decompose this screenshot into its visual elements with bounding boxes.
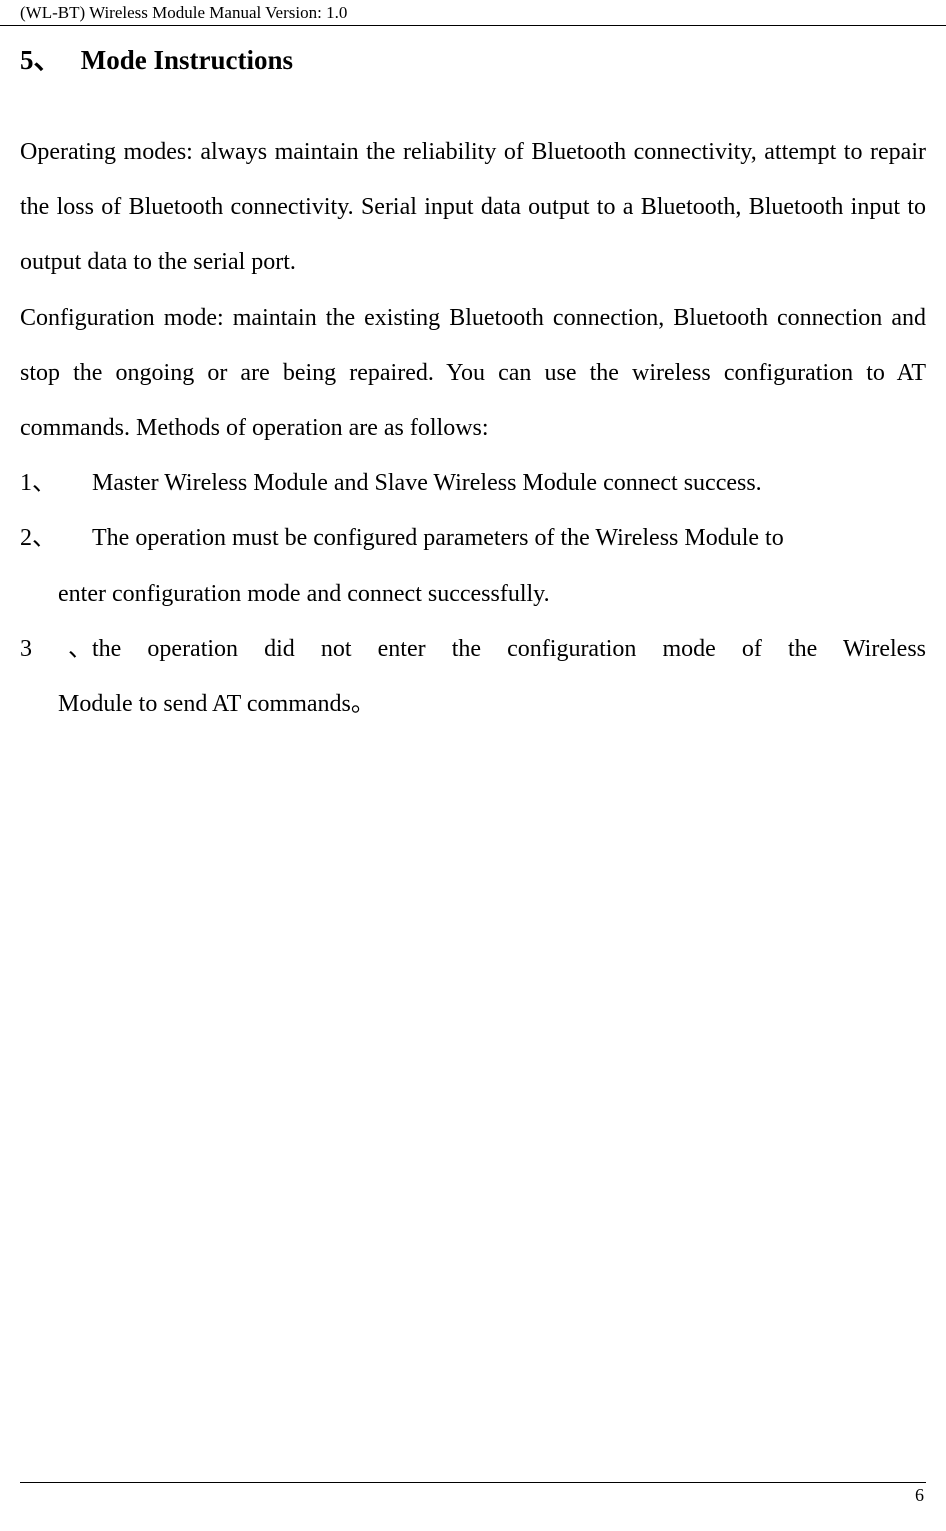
paragraph-2: Configuration mode: maintain the existin… — [20, 291, 926, 457]
document-header: (WL-BT) Wireless Module Manual Version: … — [0, 0, 946, 26]
header-middle: Wireless Module — [89, 3, 209, 22]
list-item-3: 3、the operation did not enter the config… — [20, 622, 926, 677]
page-number: 6 — [20, 1485, 926, 1506]
list-text-1: Master Wireless Module and Slave Wireles… — [92, 470, 762, 496]
section-title: 5、 Mode Instructions — [20, 38, 926, 77]
list-text-2-line2: enter configuration mode and connect suc… — [58, 581, 550, 607]
list-text-3-line1: the operation did not enter the configur… — [92, 636, 926, 662]
list-number-2: 2、 — [20, 511, 92, 566]
list-item-1: 1、Master Wireless Module and Slave Wirel… — [20, 456, 926, 511]
document-footer: 6 — [20, 1482, 926, 1506]
header-suffix: Manual Version: 1.0 — [209, 3, 347, 22]
document-content: 5、 Mode Instructions Operating modes: al… — [0, 26, 946, 752]
list-number-1: 1、 — [20, 456, 92, 511]
list-item-2-cont: enter configuration mode and connect suc… — [20, 567, 926, 622]
section-title-text: Mode Instructions — [81, 45, 293, 75]
paragraph-1: Operating modes: always maintain the rel… — [20, 125, 926, 291]
list-item-2: 2、The operation must be configured param… — [20, 511, 926, 566]
list-text-2-line1: The operation must be configured paramet… — [92, 525, 784, 551]
footer-divider — [20, 1482, 926, 1483]
header-text: (WL-BT) Wireless Module Manual Version: … — [20, 3, 347, 22]
list-text-3-line2: Module to send AT commands。 — [58, 691, 375, 717]
section-number: 5、 — [20, 45, 61, 75]
header-prefix: (WL-BT) — [20, 3, 89, 22]
list-item-3-cont: Module to send AT commands。 — [20, 677, 926, 732]
list-number-3: 3、 — [20, 622, 92, 677]
